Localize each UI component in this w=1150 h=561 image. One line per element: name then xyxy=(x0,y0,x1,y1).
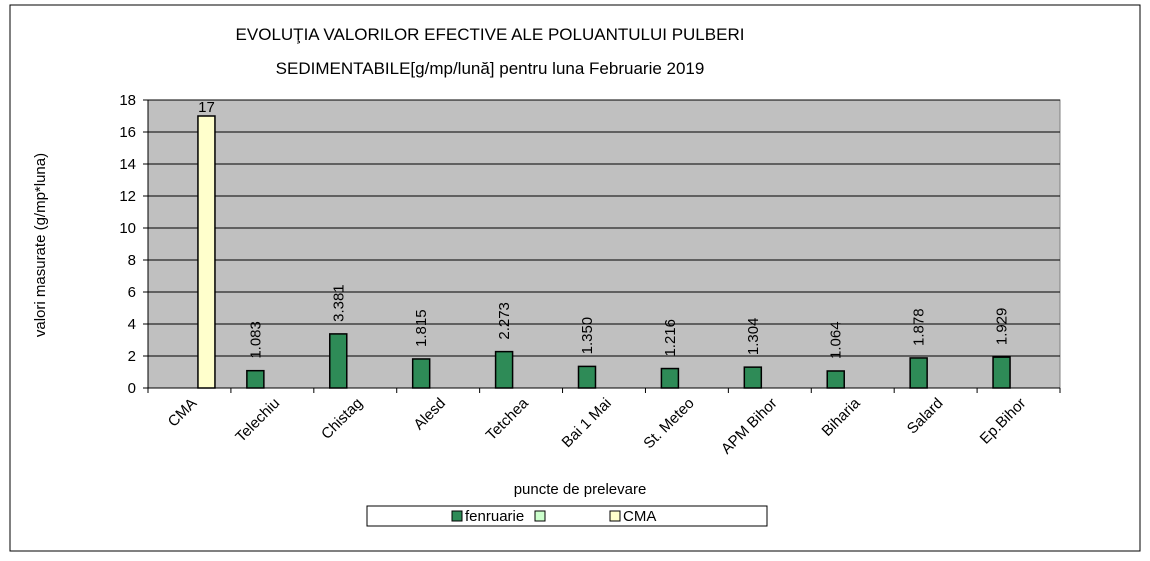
data-label: 1.083 xyxy=(247,321,264,359)
y-tick-label: 16 xyxy=(119,124,136,141)
legend-label: CMA xyxy=(623,508,656,525)
plot-area xyxy=(147,99,1061,389)
bar xyxy=(494,350,514,389)
data-label: 1.216 xyxy=(662,319,679,357)
y-tick-label: 14 xyxy=(119,156,136,173)
bar xyxy=(577,365,597,389)
y-tick-label: 4 xyxy=(128,316,136,333)
bar xyxy=(992,356,1011,389)
bar xyxy=(660,367,680,389)
y-tick-label: 2 xyxy=(128,348,136,365)
data-label: 1.929 xyxy=(994,308,1011,346)
chart-title: EVOLUŢIA VALORILOR EFECTIVE ALE POLUANTU… xyxy=(236,25,745,44)
legend-swatch-blank xyxy=(534,510,546,522)
y-axis-label: valori masurate (g/mp*luna) xyxy=(32,153,49,337)
y-tick-label: 10 xyxy=(119,220,136,237)
data-label: 1.304 xyxy=(745,318,762,356)
y-tick-label: 18 xyxy=(119,92,136,109)
data-label: 3.381 xyxy=(330,284,347,322)
data-label: 2.273 xyxy=(496,302,513,340)
data-label: 1.878 xyxy=(911,308,928,346)
x-axis-label: puncte de prelevare xyxy=(514,481,647,498)
bar xyxy=(909,357,928,389)
data-label: 1.815 xyxy=(413,309,430,347)
data-label: 17 xyxy=(198,99,215,116)
legend-label: fenruarie xyxy=(465,508,524,525)
bar xyxy=(743,366,763,389)
bar xyxy=(246,369,265,389)
y-tick-label: 0 xyxy=(128,380,136,397)
bar xyxy=(411,358,431,389)
y-tick-label: 12 xyxy=(119,188,136,205)
bar xyxy=(329,333,348,389)
bar xyxy=(197,115,216,389)
chart-subtitle: SEDIMENTABILE[g/mp/lună] pentru luna Feb… xyxy=(276,59,705,78)
bar xyxy=(826,370,845,389)
legend-swatch xyxy=(609,510,621,522)
data-label: 1.064 xyxy=(828,321,845,359)
data-label: 1.350 xyxy=(579,317,596,355)
y-tick-label: 6 xyxy=(128,284,136,301)
legend-box xyxy=(366,505,768,527)
legend-swatch xyxy=(451,510,463,522)
y-tick-label: 8 xyxy=(128,252,136,269)
